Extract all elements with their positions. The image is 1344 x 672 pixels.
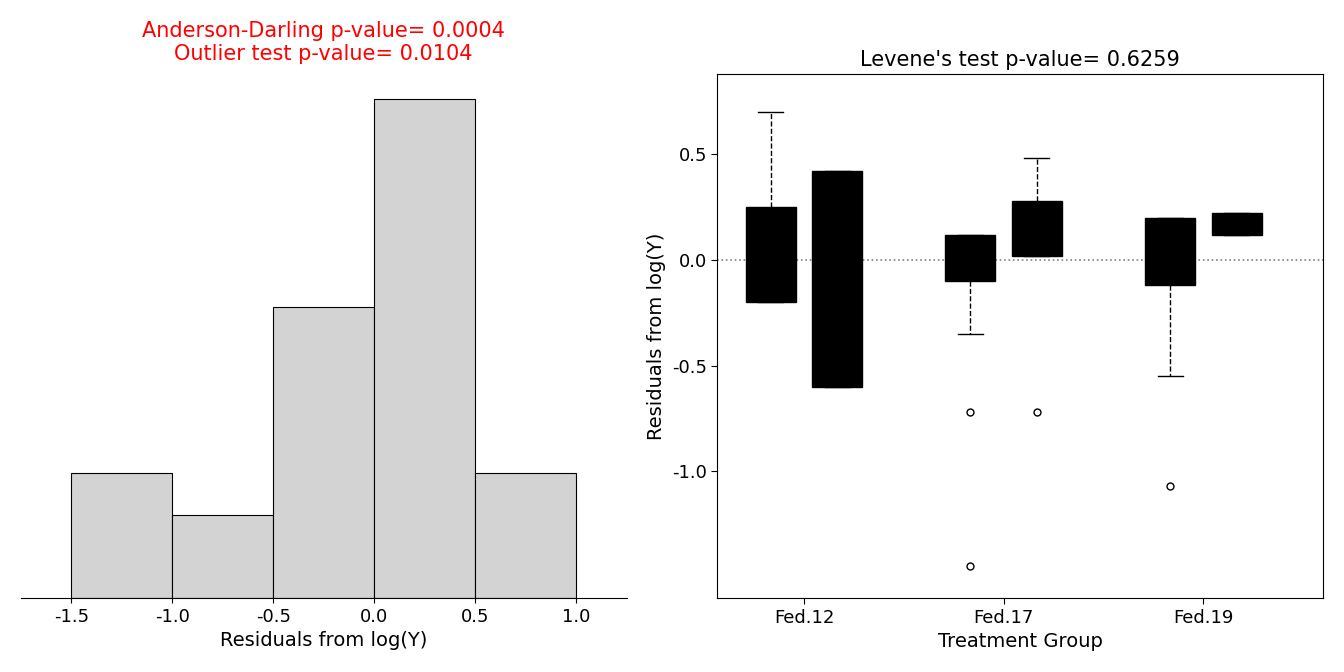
- X-axis label: Residuals from log(Y): Residuals from log(Y): [220, 632, 427, 650]
- X-axis label: Treatment Group: Treatment Group: [938, 632, 1102, 651]
- Bar: [476, 473, 577, 598]
- PathPatch shape: [812, 171, 863, 387]
- Y-axis label: Residuals from log(Y): Residuals from log(Y): [648, 233, 667, 439]
- Bar: [71, 473, 172, 598]
- Title: Anderson-Darling p-value= 0.0004
Outlier test p-value= 0.0104: Anderson-Darling p-value= 0.0004 Outlier…: [142, 21, 505, 64]
- PathPatch shape: [1012, 201, 1062, 256]
- Bar: [273, 307, 374, 598]
- PathPatch shape: [945, 235, 996, 281]
- PathPatch shape: [746, 207, 796, 302]
- PathPatch shape: [1145, 218, 1195, 286]
- PathPatch shape: [1212, 214, 1262, 235]
- Title: Levene's test p-value= 0.6259: Levene's test p-value= 0.6259: [860, 50, 1180, 70]
- Bar: [374, 99, 476, 598]
- Bar: [172, 515, 273, 598]
